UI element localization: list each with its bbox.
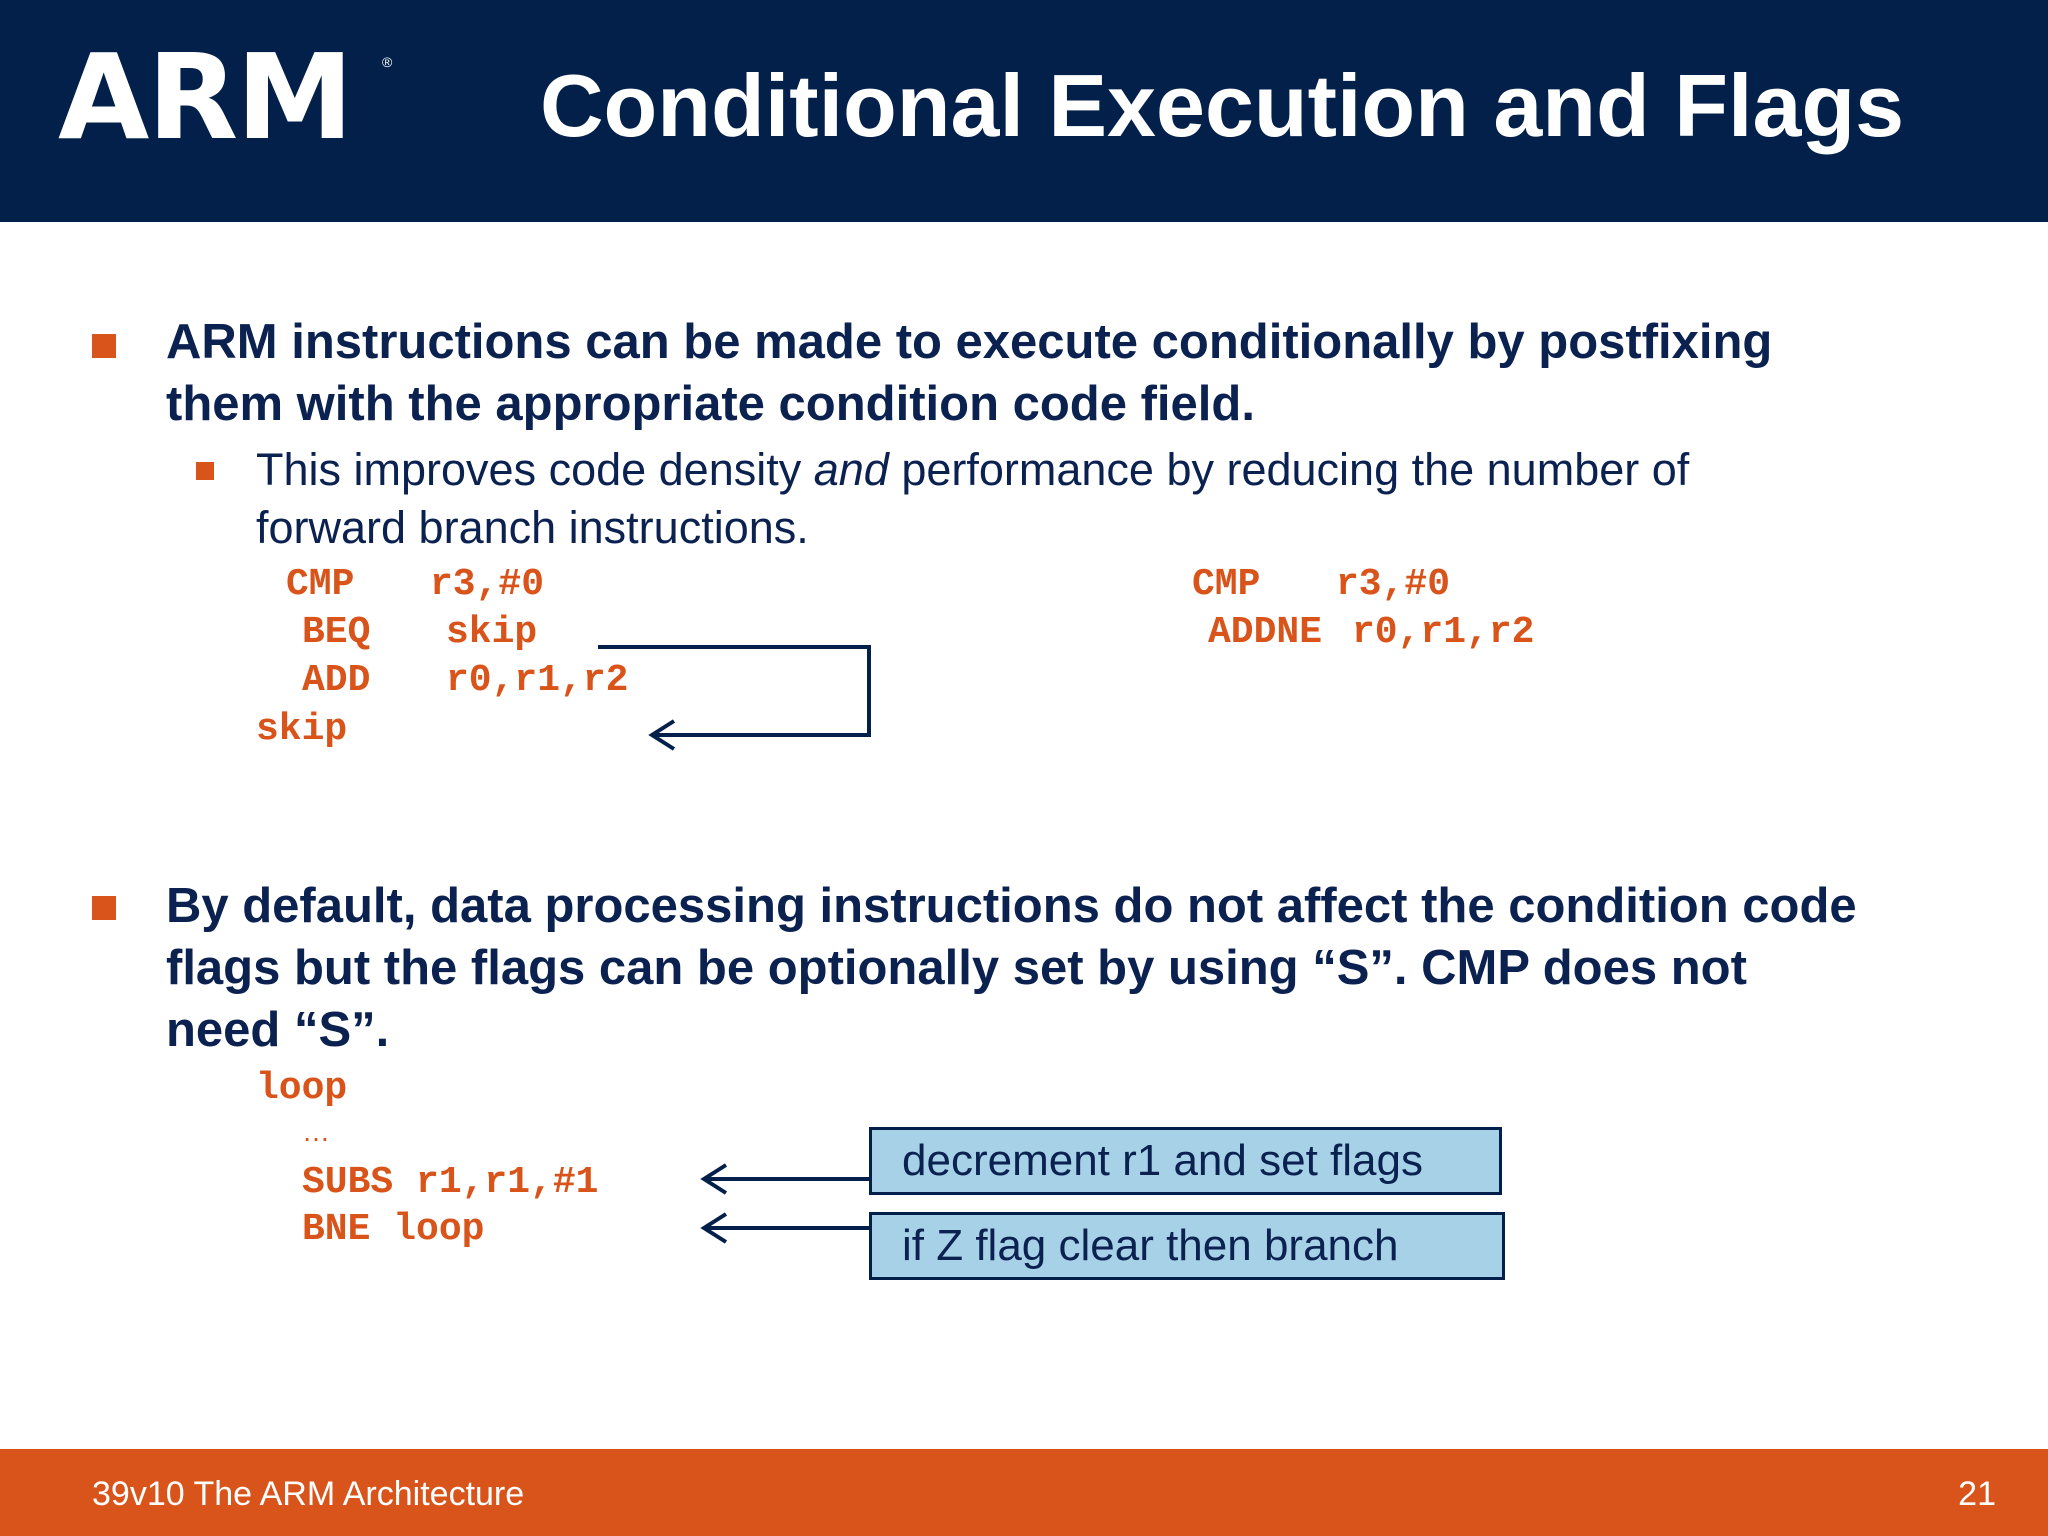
code-subs: SUBS r1,r1,#1	[302, 1161, 599, 1204]
code-ellipsis: …	[302, 1116, 330, 1147]
code-left-beq-args: skip	[446, 611, 538, 654]
callout-subs: decrement r1 and set flags	[869, 1127, 1502, 1195]
sub-bullet-text: This improves code density and performan…	[256, 441, 1689, 557]
code-right-addne-args: r0,r1,r2	[1352, 611, 1535, 654]
sub-bullet-after: performance by reducing the number of	[888, 444, 1690, 495]
branch-skip-arrow	[598, 645, 871, 737]
bullet-2-line-3: need “S”.	[166, 1003, 390, 1057]
bullet-marker	[92, 334, 116, 358]
slide-footer	[0, 1449, 2048, 1536]
arm-logo: ARM	[58, 28, 354, 166]
bullet-2-line-1: By default, data processing instructions…	[166, 879, 1857, 933]
bullet-2-text: By default, data processing instructions…	[166, 875, 1966, 1061]
branch-skip-arrowhead	[648, 719, 676, 751]
code-right-cmp-args: r3,#0	[1336, 563, 1451, 606]
code-left-beq: BEQ	[302, 611, 371, 654]
code-left-skip-label: skip	[256, 708, 348, 751]
slide-title: Conditional Execution and Flags	[540, 56, 1905, 155]
code-right-cmp: CMP	[1192, 563, 1261, 606]
bullet-marker	[92, 896, 116, 920]
page-number: 21	[1958, 1475, 1996, 1513]
code-bne: BNE loop	[302, 1208, 485, 1251]
footer-text: 39v10 The ARM Architecture	[92, 1475, 525, 1513]
sub-bullet-before: This improves code density	[256, 444, 814, 495]
callout-subs-text: decrement r1 and set flags	[902, 1136, 1423, 1185]
sub-bullet-marker	[196, 462, 214, 480]
bullet-1-line-2: them with the appropriate condition code…	[166, 377, 1255, 431]
subs-arrowhead	[700, 1163, 728, 1195]
sub-bullet-line-1: This improves code density and performan…	[256, 441, 1689, 499]
code-right-addne: ADDNE	[1208, 611, 1323, 654]
bne-arrowhead	[700, 1212, 728, 1244]
slide-header	[0, 0, 2048, 222]
registered-mark: ®	[382, 54, 393, 70]
code-left-cmp-args: r3,#0	[430, 563, 545, 606]
bullet-2-line-2: flags but the flags can be optionally se…	[166, 941, 1747, 995]
bullet-1-line-1: ARM instructions can be made to execute …	[166, 315, 1773, 369]
callout-bne: if Z flag clear then branch	[869, 1212, 1505, 1280]
code-loop-label: loop	[256, 1067, 348, 1110]
sub-bullet-emphasis: and	[813, 444, 889, 495]
code-left-add-args: r0,r1,r2	[446, 659, 629, 702]
bullet-1-text: ARM instructions can be made to execute …	[166, 311, 1966, 435]
sub-bullet-line-2: forward branch instructions.	[256, 502, 809, 553]
code-left-cmp: CMP	[286, 563, 355, 606]
code-left-add: ADD	[302, 659, 371, 702]
callout-bne-text: if Z flag clear then branch	[902, 1221, 1399, 1270]
